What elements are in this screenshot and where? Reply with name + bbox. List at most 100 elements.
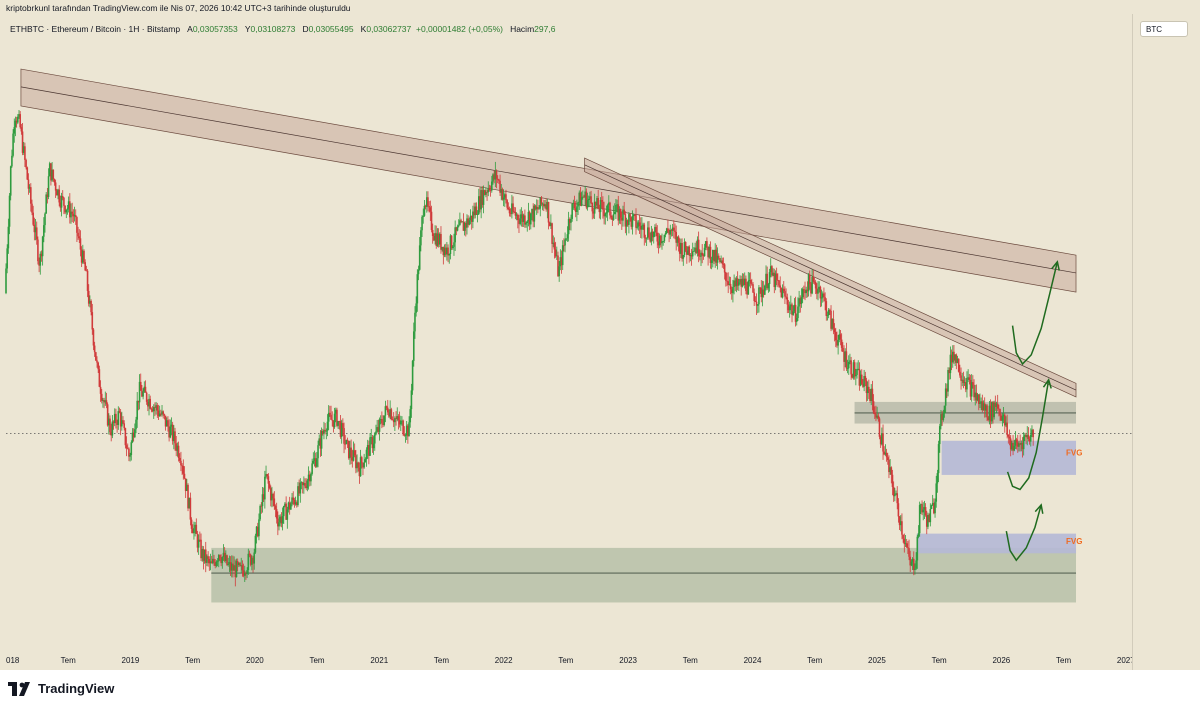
candle-body: [304, 482, 306, 487]
candle-body: [545, 204, 547, 210]
candle-body: [527, 211, 530, 222]
candle-body: [316, 458, 318, 467]
candle-body: [209, 561, 212, 564]
candle-body: [370, 437, 373, 439]
symbol-label[interactable]: ETHBTC · Ethereum / Bitcoin · 1H · Bitst…: [10, 24, 181, 34]
candle-body: [940, 414, 942, 427]
candle-body: [564, 239, 566, 246]
price-axis[interactable]: [1132, 14, 1200, 670]
candle-body: [764, 285, 766, 295]
candle-body: [865, 380, 868, 394]
candle-body: [749, 280, 752, 284]
candle-body: [745, 278, 747, 291]
candle-body: [1005, 422, 1007, 426]
candle-body: [830, 310, 832, 329]
candle-body: [474, 206, 477, 216]
candle-body: [508, 208, 511, 214]
candle-body: [200, 539, 202, 559]
candle-body: [186, 484, 188, 491]
candle-body: [1031, 429, 1033, 435]
candle-body: [27, 179, 30, 189]
candle-body: [246, 570, 248, 575]
tradingview-logo[interactable]: TradingView: [8, 681, 114, 696]
candle-body: [130, 442, 133, 456]
candle-body: [443, 247, 446, 256]
candle-body: [240, 565, 243, 567]
candle-body: [488, 187, 491, 190]
candle-body: [8, 195, 11, 227]
candle-body: [134, 429, 136, 438]
candle-body: [437, 233, 440, 245]
candle-body: [340, 423, 343, 437]
candle-body: [862, 383, 864, 387]
attribution-text: kriptobrkunl tarafından TradingView.com …: [6, 3, 351, 13]
candle-body: [593, 201, 596, 214]
candle-body: [151, 409, 154, 412]
candle-body: [1013, 445, 1016, 451]
candle-body: [1032, 429, 1034, 438]
candle-body: [756, 304, 759, 306]
candle-body: [436, 233, 439, 246]
candle-body: [599, 200, 602, 213]
candle-body: [500, 189, 503, 193]
candle-body: [236, 561, 239, 566]
currency-selector[interactable]: BTC: [1140, 21, 1188, 37]
candle-body: [955, 354, 958, 363]
candle-body: [554, 249, 557, 257]
candle-body: [808, 274, 811, 284]
candle-body: [831, 318, 834, 329]
candle-body: [1015, 439, 1018, 443]
candle-body: [21, 131, 24, 153]
candle-body: [366, 445, 369, 450]
candle-body: [167, 420, 169, 427]
candle-body: [262, 494, 265, 500]
candle-body: [92, 329, 95, 346]
candle-body: [435, 233, 438, 246]
candle-body: [324, 429, 326, 432]
candle-body: [635, 215, 637, 228]
candle-body: [903, 538, 906, 545]
candle-body: [779, 285, 782, 288]
candle-body: [161, 411, 163, 415]
candle-body: [473, 211, 475, 216]
candle-body: [326, 421, 329, 431]
candle-body: [53, 179, 56, 183]
candle-body: [290, 504, 292, 510]
x-tick-label: 2027: [1117, 656, 1135, 665]
candle-body: [727, 281, 729, 285]
candle-body: [566, 234, 569, 239]
candle-body: [915, 560, 917, 569]
candle-body: [391, 419, 394, 421]
candle-body: [725, 272, 727, 281]
candle-body: [894, 494, 896, 497]
candle-body: [360, 457, 363, 463]
candle-body: [710, 260, 713, 263]
candle-body: [467, 218, 469, 225]
candle-body: [411, 360, 414, 391]
chart-plot[interactable]: FVGFVG0,130000000,120000000,110000000,10…: [0, 0, 1200, 670]
candle-body: [528, 211, 531, 225]
candle-body: [123, 423, 125, 429]
candle-body: [631, 216, 634, 227]
candle-body: [960, 375, 962, 381]
candle-body: [668, 231, 670, 235]
candle-body: [381, 419, 383, 424]
candle-body: [780, 287, 783, 298]
candle-body: [141, 390, 143, 397]
candle-body: [1012, 442, 1014, 451]
x-tick-label: Tem: [807, 656, 822, 665]
candle-body: [964, 382, 967, 390]
candle-body: [600, 200, 603, 202]
candle-body: [775, 273, 778, 280]
candle-body: [858, 368, 861, 386]
candle-body: [829, 309, 831, 311]
candle-body: [966, 377, 968, 390]
candle-body: [392, 419, 395, 423]
candle-body: [855, 374, 857, 377]
candle-body: [190, 519, 193, 529]
candle-body: [813, 281, 816, 283]
candle-body: [333, 413, 336, 428]
candle-body: [61, 195, 64, 198]
candle-body: [128, 448, 130, 457]
candle-body: [612, 214, 615, 220]
